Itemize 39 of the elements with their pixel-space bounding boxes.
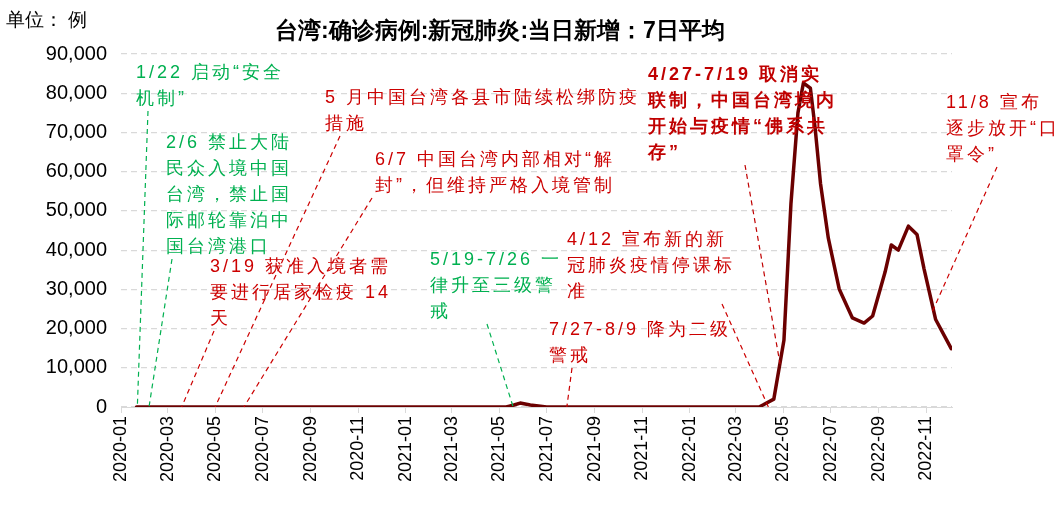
x-tick-label: 2022-05 (772, 416, 793, 483)
chart-title: 台湾:确诊病例:新冠肺炎:当日新增：7日平均 (275, 17, 725, 43)
annotation: 1/22 启动“安全机制” (136, 62, 285, 108)
y-tick-label: 40,000 (45, 237, 107, 260)
x-tick-label: 2022-09 (867, 416, 888, 483)
x-tick-label: 2022-07 (819, 416, 840, 483)
annotation: 11/8 宣布逐步放开“口罩令” (946, 92, 1060, 164)
annotation: 4/12 宣布新的新冠肺炎疫情停课标准 (567, 229, 735, 301)
y-tick-label: 30,000 (45, 276, 107, 299)
y-axis-title: 单位： 例 (6, 9, 88, 30)
y-tick-label: 70,000 (45, 119, 107, 142)
y-tick-label: 10,000 (45, 355, 107, 378)
annotation: 2/6 禁止大陆民众入境中国台湾，禁止国际邮轮靠泊中国台湾港口 (166, 132, 293, 256)
x-tick-label: 2021-11 (631, 416, 652, 481)
y-tick-label: 60,000 (45, 159, 107, 182)
x-tick-label: 2022-03 (724, 416, 745, 483)
y-tick-label: 50,000 (45, 198, 107, 221)
annotation: 5/19-7/26 一律升至三级警戒 (430, 249, 563, 321)
annotation: 7/27-8/9 降为二级警戒 (549, 319, 732, 365)
x-tick-label: 2020-03 (156, 416, 177, 483)
x-tick-label: 2020-01 (109, 416, 130, 483)
y-tick-label: 20,000 (45, 316, 107, 339)
x-tick-label: 2021-07 (535, 416, 556, 483)
annotation: 6/7 中国台湾内部相对“解封”，但维持严格入境管制 (375, 149, 616, 195)
x-tick-label: 2021-05 (488, 416, 509, 483)
x-tick-label: 2020-09 (299, 416, 320, 483)
annotation: 3/19 获准入境者需要进行居家检疫 14天 (210, 256, 392, 328)
x-tick-label: 2022-01 (678, 416, 699, 483)
y-tick-label: 90,000 (45, 41, 107, 64)
x-tick-label: 2022-11 (915, 416, 936, 481)
annotation: 5 月中国台湾各县市陆续松绑防疫措施 (325, 87, 641, 133)
x-tick-label: 2020-11 (347, 416, 368, 481)
x-tick-label: 2021-09 (583, 416, 604, 483)
y-tick-label: 80,000 (45, 80, 107, 103)
y-tick-label: 0 (95, 394, 107, 417)
x-tick-label: 2020-05 (204, 416, 225, 483)
x-tick-label: 2020-07 (251, 416, 272, 483)
x-tick-label: 2021-01 (394, 416, 415, 483)
x-tick-label: 2021-03 (440, 416, 461, 483)
